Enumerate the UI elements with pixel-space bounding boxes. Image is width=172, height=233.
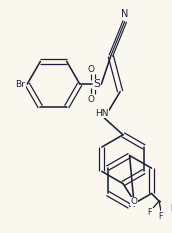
Text: F: F xyxy=(159,212,163,220)
Text: N: N xyxy=(121,9,128,19)
Text: HN: HN xyxy=(95,109,108,118)
Text: O: O xyxy=(131,197,138,206)
Text: O: O xyxy=(88,95,95,104)
Text: F: F xyxy=(170,204,172,213)
Text: Br: Br xyxy=(15,80,25,89)
Text: S: S xyxy=(93,79,100,89)
Text: O: O xyxy=(88,65,95,74)
Text: F: F xyxy=(147,208,152,217)
